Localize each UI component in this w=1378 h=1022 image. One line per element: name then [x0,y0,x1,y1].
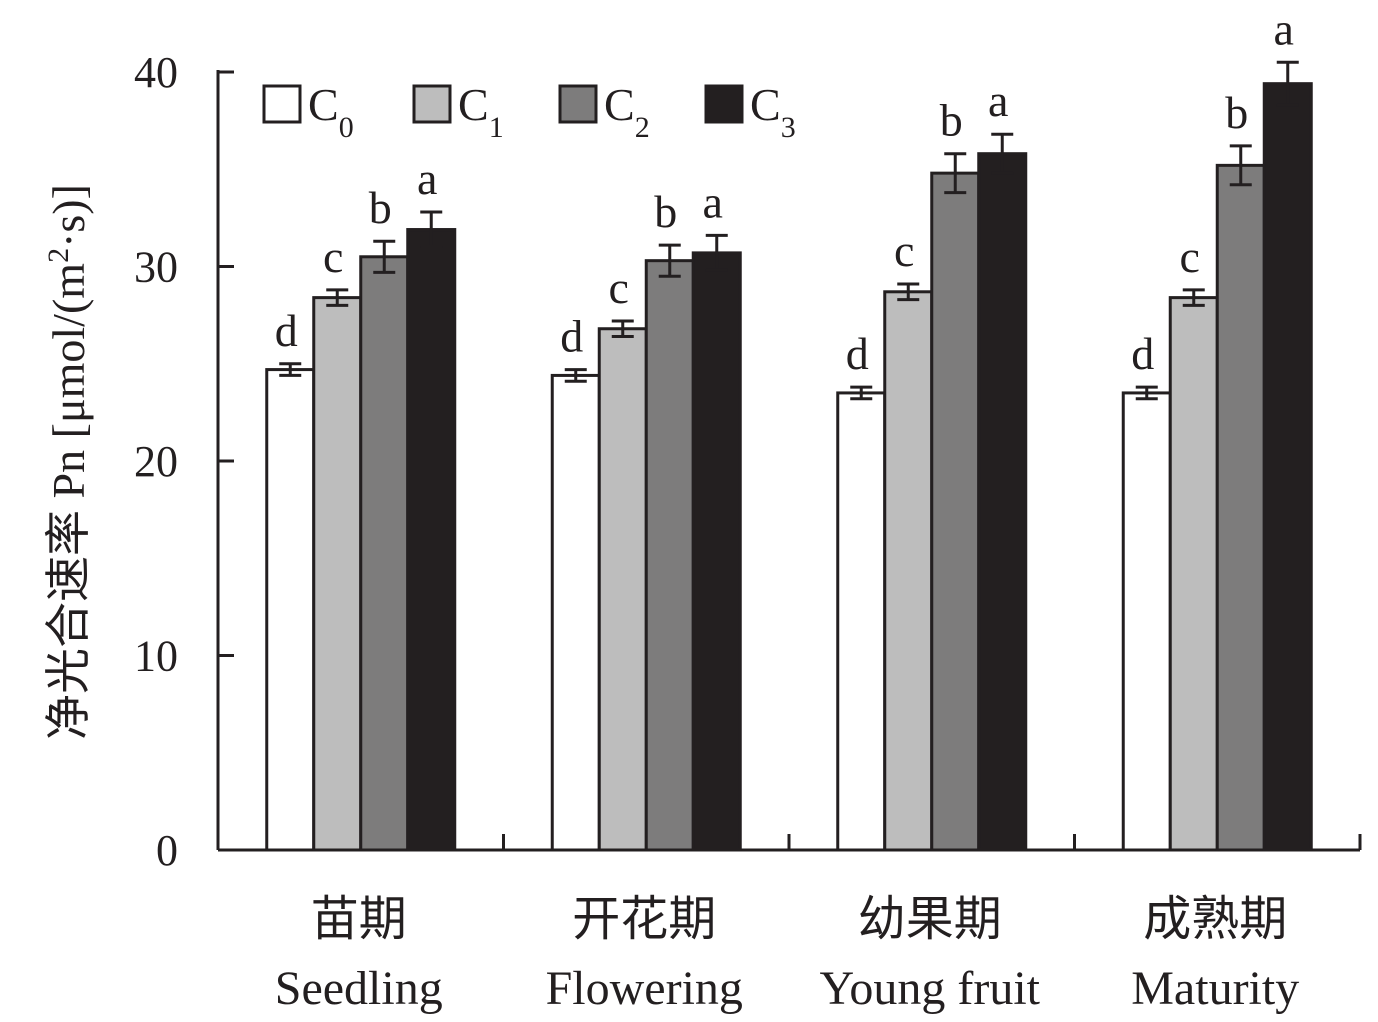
error-bars [279,60,1299,401]
legend-swatch-C3 [704,84,744,124]
bar-C3-4 [1262,82,1313,852]
x-tick-label-cn: 开花期 [572,893,716,946]
significance-letter: b [940,95,963,146]
significance-letter: d [560,311,583,362]
y-axis-label-sup: 2 [42,248,75,263]
legend-label-C1: C1 [458,79,504,144]
bar-C0-2 [550,373,601,852]
significance-letter: c [609,262,629,313]
significance-letter: d [846,328,869,379]
x-tick-label-en: Seedling [275,962,443,1015]
significance-letter: b [654,186,677,237]
bar-C0-3 [836,391,887,852]
y-axis-label-text: 净光合速率 Pn [μmol/(m [43,263,94,740]
x-tick-label-en: Maturity [1131,962,1299,1015]
y-axis-label-tail: ·s)] [43,184,94,248]
x-tick-label-cn: 成熟期 [1143,893,1287,946]
significance-letter: d [275,305,298,356]
significance-letter: a [417,153,437,204]
legend-swatch-C0 [262,84,302,124]
y-tick-labels: 0 10 20 30 40 [134,48,178,875]
y-axis-label: 净光合速率 Pn [μmol/(m2·s)] [42,184,95,740]
legend-label-C3: C3 [750,79,796,144]
significance-letter: a [1274,3,1294,54]
x-tick-label-en: Young fruit [820,962,1041,1015]
y-tick-label: 20 [134,437,178,486]
y-tick-label: 30 [134,243,178,292]
significance-letter: c [323,231,343,282]
bar-C3-1 [406,228,457,852]
significance-letter: a [988,75,1008,126]
x-tick-label-en: Flowering [546,962,743,1015]
bar-C1-1 [312,296,363,852]
significance-letter: a [703,176,723,227]
legend-swatch-C2 [558,84,598,124]
significance-letter: c [894,225,914,276]
legend-label-C0: C0 [308,79,354,144]
legend: C0 C1 C2 C3 [262,79,796,144]
significance-letter: b [369,182,392,233]
y-tick-label: 40 [134,48,178,97]
legend-swatch-C1 [412,84,452,124]
bar-C2-1 [359,255,410,852]
bar-C1-2 [597,327,648,852]
significance-letter: c [1180,231,1200,282]
legend-label-C2: C2 [604,79,650,144]
bar-C2-2 [644,259,695,852]
significance-letter: b [1225,87,1248,138]
bar-C2-3 [930,171,981,852]
y-tick-label: 10 [134,632,178,681]
bar-C1-4 [1168,296,1219,852]
x-tick-labels: 苗期 Seedling 开花期 Flowering 幼果期 Young fruit 成熟期 M… [275,893,1299,1015]
bar-C1-3 [883,290,934,852]
x-tick-label-cn: 苗期 [311,893,407,946]
bars [265,82,1313,852]
bar-C0-1 [265,368,316,852]
bar-C3-2 [691,251,742,852]
bar-C0-4 [1121,391,1172,852]
significance-letter: d [1131,328,1154,379]
x-tick-label-cn: 幼果期 [858,893,1002,946]
bar-C3-3 [977,152,1028,852]
bar-C2-4 [1215,163,1266,852]
y-tick-label: 0 [156,826,178,875]
